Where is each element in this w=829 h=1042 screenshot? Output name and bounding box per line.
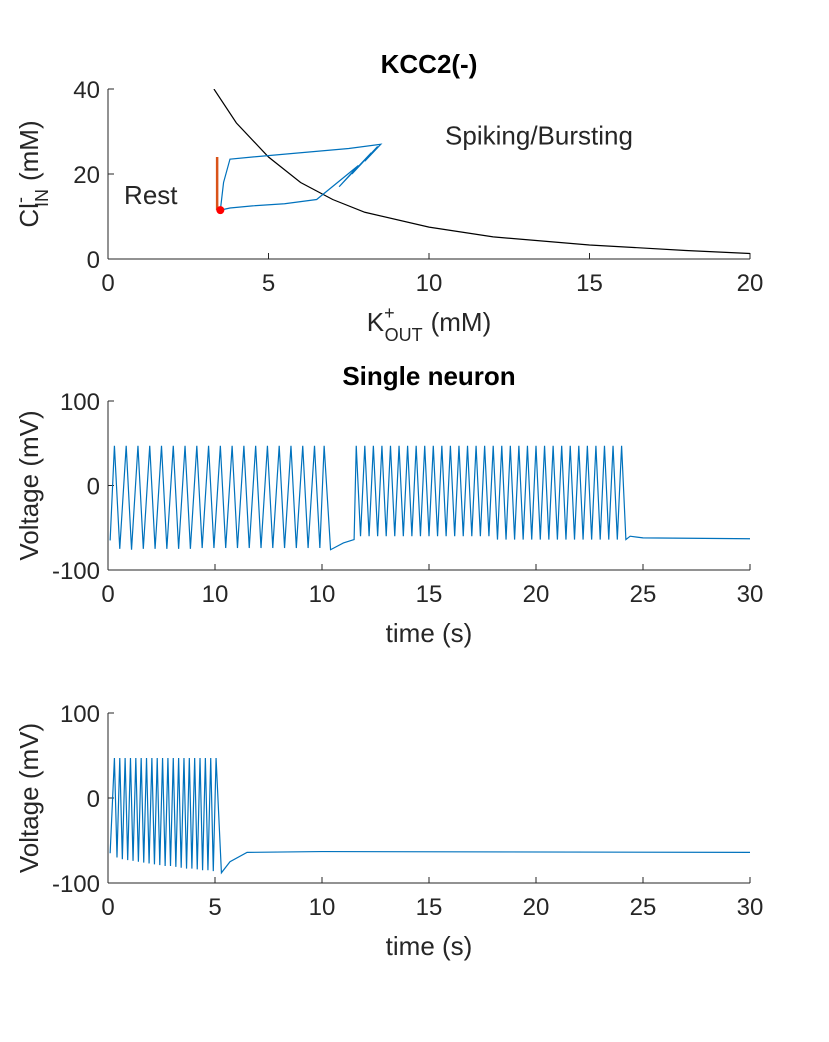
x-tick-label: 10 [309, 581, 336, 608]
annotation: Spiking/Bursting [445, 120, 633, 150]
x-tick-label: 20 [523, 894, 550, 921]
y-axis-label-sup: - [10, 197, 30, 203]
chart-title: Single neuron [342, 361, 515, 391]
y-tick-label: 100 [60, 389, 100, 416]
line [213, 89, 750, 255]
x-tick-label: 10 [309, 894, 336, 921]
marker [216, 206, 225, 215]
x-tick-label: 20 [737, 270, 764, 297]
x-tick-label: 20 [523, 581, 550, 608]
y-axis-label: Cl- IN (mM) [10, 120, 52, 227]
y-tick-label: -100 [52, 871, 100, 898]
x-tick-label: 30 [737, 581, 764, 608]
y-tick-label: 20 [73, 162, 100, 189]
x-tick-label: 15 [416, 894, 443, 921]
y-axis-label: Voltage (mV) [14, 723, 44, 873]
x-tick-label: 0 [101, 581, 114, 608]
x-axis-label: K+ OUT (mM) [367, 303, 492, 345]
x-axis-label-sub: OUT [385, 325, 423, 345]
x-axis-label-sup: + [384, 303, 395, 323]
x-tick-label: 10 [202, 581, 229, 608]
y-tick-label: 100 [60, 701, 100, 728]
x-tick-label: 15 [416, 581, 443, 608]
y-axis-label-unit: (mM) [14, 120, 44, 181]
y-tick-label: 40 [73, 77, 100, 104]
y-tick-label: 0 [87, 247, 100, 274]
line [109, 758, 750, 875]
x-tick-label: 25 [630, 581, 657, 608]
x-axis-label: time (s) [386, 618, 473, 648]
x-tick-label: 0 [101, 894, 114, 921]
y-tick-label: 0 [87, 786, 100, 813]
x-tick-label: 30 [737, 894, 764, 921]
x-axis-label: time (s) [386, 931, 473, 961]
x-tick-label: 25 [630, 894, 657, 921]
x-axis-label-unit: (mM) [431, 307, 492, 337]
chart-title: KCC2(-) [381, 49, 478, 79]
y-tick-label: 0 [87, 474, 100, 501]
y-axis-label-base: Cl [14, 203, 44, 228]
y-tick-label: -100 [52, 558, 100, 585]
y-axis-label-sub: IN [32, 189, 52, 207]
panel: KCC2(-) 0 5 10 15 20 0 20 40 K+ OUT (mM) Cl- IN (mM) Re… [10, 49, 763, 345]
x-axis-label-base: K [367, 307, 385, 337]
line [219, 143, 383, 211]
line [109, 445, 750, 551]
x-tick-label: 10 [416, 270, 443, 297]
x-tick-label: 0 [101, 270, 114, 297]
x-tick-label: 5 [208, 894, 221, 921]
annotation: Rest [124, 180, 178, 210]
x-tick-label: 5 [262, 270, 275, 297]
y-axis-label: Voltage (mV) [14, 410, 44, 560]
x-tick-label: 15 [576, 270, 603, 297]
